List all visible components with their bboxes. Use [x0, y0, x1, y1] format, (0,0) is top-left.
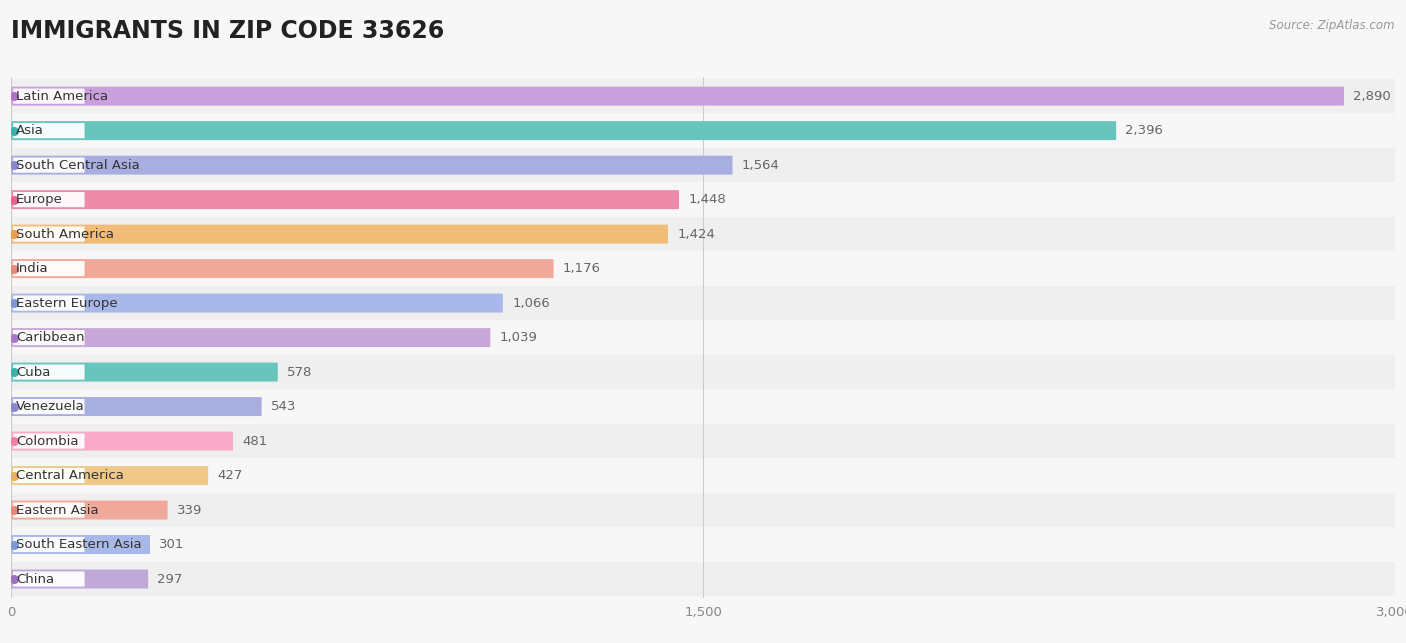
FancyBboxPatch shape — [13, 226, 84, 242]
FancyBboxPatch shape — [11, 190, 679, 209]
FancyBboxPatch shape — [13, 365, 84, 379]
FancyBboxPatch shape — [11, 217, 1395, 251]
Text: South Eastern Asia: South Eastern Asia — [15, 538, 142, 551]
Text: Venezuela: Venezuela — [15, 400, 84, 413]
FancyBboxPatch shape — [13, 433, 84, 449]
FancyBboxPatch shape — [11, 570, 148, 588]
FancyBboxPatch shape — [13, 468, 84, 483]
FancyBboxPatch shape — [13, 296, 84, 311]
FancyBboxPatch shape — [13, 158, 84, 173]
Text: 1,066: 1,066 — [512, 296, 550, 309]
Text: 1,176: 1,176 — [562, 262, 600, 275]
Text: Asia: Asia — [15, 124, 44, 137]
Text: Colombia: Colombia — [15, 435, 79, 448]
Text: Caribbean: Caribbean — [15, 331, 84, 344]
FancyBboxPatch shape — [13, 537, 84, 552]
FancyBboxPatch shape — [13, 192, 84, 207]
FancyBboxPatch shape — [13, 123, 84, 138]
FancyBboxPatch shape — [11, 389, 1395, 424]
Text: IMMIGRANTS IN ZIP CODE 33626: IMMIGRANTS IN ZIP CODE 33626 — [11, 19, 444, 43]
FancyBboxPatch shape — [11, 224, 668, 244]
FancyBboxPatch shape — [11, 431, 233, 451]
Text: China: China — [15, 572, 55, 586]
Text: 1,564: 1,564 — [742, 159, 779, 172]
Text: 543: 543 — [271, 400, 297, 413]
Text: Central America: Central America — [15, 469, 124, 482]
FancyBboxPatch shape — [13, 399, 84, 414]
Text: 481: 481 — [242, 435, 267, 448]
FancyBboxPatch shape — [11, 148, 1395, 183]
Text: South America: South America — [15, 228, 114, 240]
FancyBboxPatch shape — [11, 286, 1395, 320]
Text: 301: 301 — [159, 538, 184, 551]
FancyBboxPatch shape — [13, 502, 84, 518]
Text: 339: 339 — [177, 503, 202, 516]
FancyBboxPatch shape — [13, 572, 84, 586]
FancyBboxPatch shape — [11, 397, 262, 416]
FancyBboxPatch shape — [11, 320, 1395, 355]
Text: Source: ZipAtlas.com: Source: ZipAtlas.com — [1270, 19, 1395, 32]
FancyBboxPatch shape — [13, 330, 84, 345]
FancyBboxPatch shape — [11, 259, 554, 278]
Text: 1,039: 1,039 — [499, 331, 537, 344]
Text: India: India — [15, 262, 49, 275]
Text: Cuba: Cuba — [15, 366, 51, 379]
FancyBboxPatch shape — [11, 183, 1395, 217]
Text: Eastern Europe: Eastern Europe — [15, 296, 118, 309]
FancyBboxPatch shape — [11, 121, 1116, 140]
FancyBboxPatch shape — [11, 535, 150, 554]
FancyBboxPatch shape — [11, 87, 1344, 105]
FancyBboxPatch shape — [11, 466, 208, 485]
Text: Eastern Asia: Eastern Asia — [15, 503, 98, 516]
FancyBboxPatch shape — [11, 562, 1395, 596]
FancyBboxPatch shape — [11, 458, 1395, 493]
Text: 2,396: 2,396 — [1125, 124, 1163, 137]
Text: Latin America: Latin America — [15, 89, 108, 103]
FancyBboxPatch shape — [13, 89, 84, 104]
FancyBboxPatch shape — [11, 79, 1395, 113]
FancyBboxPatch shape — [11, 424, 1395, 458]
Text: 578: 578 — [287, 366, 312, 379]
FancyBboxPatch shape — [11, 355, 1395, 389]
FancyBboxPatch shape — [13, 261, 84, 276]
FancyBboxPatch shape — [11, 251, 1395, 286]
Text: 1,448: 1,448 — [689, 193, 725, 206]
FancyBboxPatch shape — [11, 527, 1395, 562]
FancyBboxPatch shape — [11, 328, 491, 347]
FancyBboxPatch shape — [11, 294, 503, 312]
FancyBboxPatch shape — [11, 363, 278, 381]
Text: 297: 297 — [157, 572, 183, 586]
FancyBboxPatch shape — [11, 156, 733, 175]
FancyBboxPatch shape — [11, 500, 167, 520]
Text: South Central Asia: South Central Asia — [15, 159, 139, 172]
FancyBboxPatch shape — [11, 113, 1395, 148]
FancyBboxPatch shape — [11, 493, 1395, 527]
Text: 427: 427 — [218, 469, 243, 482]
Text: 1,424: 1,424 — [678, 228, 716, 240]
Text: 2,890: 2,890 — [1353, 89, 1391, 103]
Text: Europe: Europe — [15, 193, 63, 206]
